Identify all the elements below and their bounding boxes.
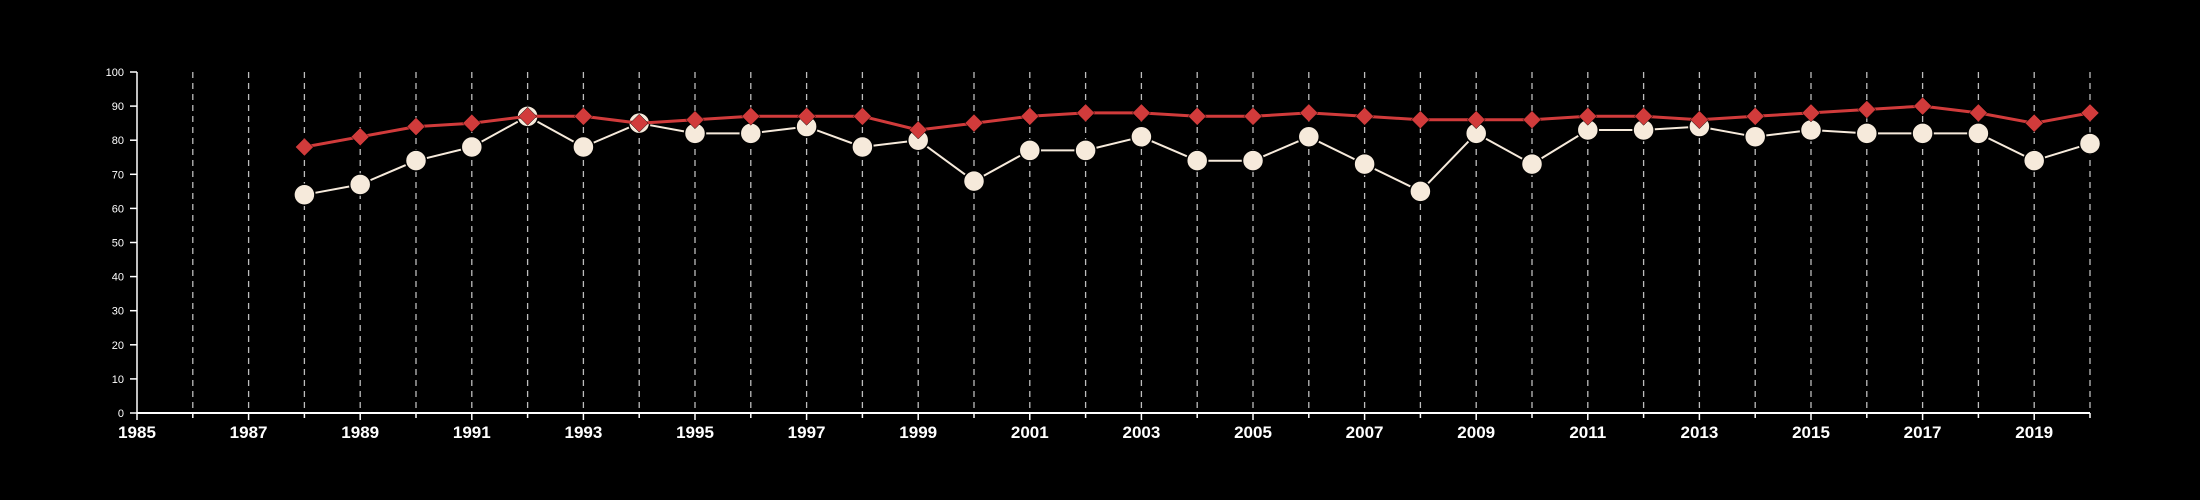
x-tick-label: 2017 xyxy=(1904,423,1942,442)
data-point-circle xyxy=(2078,132,2102,155)
data-point-diamond xyxy=(1522,110,1542,130)
data-point-diamond xyxy=(741,106,761,126)
data-point-circle xyxy=(1799,118,1823,142)
data-point-diamond xyxy=(1969,103,1988,123)
data-point-diamond xyxy=(574,106,593,126)
x-tick-label: 1993 xyxy=(564,423,602,442)
data-point-diamond xyxy=(1857,100,1877,119)
x-tick-label: 1989 xyxy=(341,423,379,442)
data-point-circle xyxy=(1018,139,1042,162)
data-point-circle xyxy=(1743,125,1767,149)
x-tick-label: 1999 xyxy=(899,423,937,442)
y-tick-label: 30 xyxy=(112,306,124,318)
data-point-diamond xyxy=(2080,103,2100,123)
x-tick-label: 2009 xyxy=(1457,423,1495,442)
data-point-circle xyxy=(739,122,763,145)
data-point-diamond xyxy=(1020,106,1040,126)
data-point-diamond xyxy=(629,113,649,133)
data-point-diamond xyxy=(1355,106,1374,126)
y-tick-label: 50 xyxy=(112,238,124,250)
x-tick-label: 1985 xyxy=(118,423,156,442)
data-point-circle xyxy=(1185,149,1209,172)
data-point-circle xyxy=(404,149,428,172)
data-point-diamond xyxy=(797,106,816,126)
y-tick-label: 70 xyxy=(112,169,124,181)
data-point-circle xyxy=(460,135,484,159)
x-tick-label: 2019 xyxy=(2015,423,2053,442)
data-point-diamond xyxy=(1299,103,1319,123)
data-point-diamond xyxy=(1243,106,1263,126)
series-group xyxy=(293,96,2102,207)
data-point-circle xyxy=(962,169,986,193)
x-tick-label: 1987 xyxy=(230,423,268,442)
data-point-diamond xyxy=(1801,103,1821,123)
x-tick-label: 2001 xyxy=(1011,423,1049,442)
data-point-diamond xyxy=(2024,113,2044,133)
data-point-diamond xyxy=(350,127,370,147)
data-point-circle xyxy=(1297,125,1321,149)
x-tick-label: 1991 xyxy=(453,423,491,442)
data-point-diamond xyxy=(1132,103,1151,123)
data-point-diamond xyxy=(1913,96,1932,116)
data-point-circle xyxy=(1353,152,1376,176)
data-point-circle xyxy=(1074,139,1097,162)
data-point-diamond xyxy=(1634,106,1653,126)
data-point-diamond xyxy=(685,110,705,130)
data-point-diamond xyxy=(908,120,928,140)
data-point-circle xyxy=(293,183,316,207)
data-point-diamond xyxy=(462,113,482,133)
data-point-diamond xyxy=(964,113,984,133)
y-tick-label: 80 xyxy=(112,135,124,147)
data-point-diamond xyxy=(518,106,537,126)
data-point-circle xyxy=(572,135,595,159)
x-tick-label: 2013 xyxy=(1680,423,1718,442)
y-tick-label: 0 xyxy=(118,408,124,420)
data-point-circle xyxy=(2022,149,2046,172)
data-point-diamond xyxy=(1745,106,1765,126)
data-point-circle xyxy=(851,135,874,159)
y-tick-label: 100 xyxy=(106,67,124,79)
y-tick-label: 60 xyxy=(112,203,124,215)
data-point-circle xyxy=(1911,122,1934,145)
axes: 0 10 20 30 40 50 60 70 80 90 100 1985 1987 1989 1991 19… xyxy=(106,67,2091,442)
data-point-diamond xyxy=(1466,110,1486,130)
data-point-circle xyxy=(348,173,372,196)
data-point-circle xyxy=(1855,122,1879,145)
x-tick-label: 1997 xyxy=(788,423,826,442)
data-point-diamond xyxy=(1690,110,1709,130)
x-tick-label: 1995 xyxy=(676,423,714,442)
data-point-circle xyxy=(1241,149,1265,172)
data-point-diamond xyxy=(295,137,314,157)
y-tick-label: 40 xyxy=(112,272,124,284)
x-tick-label: 2005 xyxy=(1234,423,1272,442)
y-tick-label: 10 xyxy=(112,374,124,386)
data-point-circle xyxy=(1130,125,1153,149)
x-tick-label: 2007 xyxy=(1346,423,1384,442)
y-tick-label: 20 xyxy=(112,340,124,352)
data-point-diamond xyxy=(1578,106,1598,126)
data-point-diamond xyxy=(853,106,872,126)
y-tick-label: 90 xyxy=(112,101,124,113)
data-point-diamond xyxy=(406,117,426,136)
x-tick-label: 2003 xyxy=(1122,423,1160,442)
data-point-diamond xyxy=(1187,106,1207,126)
series-diamonds xyxy=(295,96,2100,157)
data-point-circle xyxy=(1409,180,1432,203)
data-point-circle xyxy=(1967,122,1990,145)
data-point-circle xyxy=(1520,152,1544,176)
data-point-diamond xyxy=(1411,110,1430,130)
data-point-diamond xyxy=(1076,103,1095,123)
x-tick-label: 2011 xyxy=(1569,423,1606,442)
x-tick-label: 2015 xyxy=(1792,423,1830,442)
